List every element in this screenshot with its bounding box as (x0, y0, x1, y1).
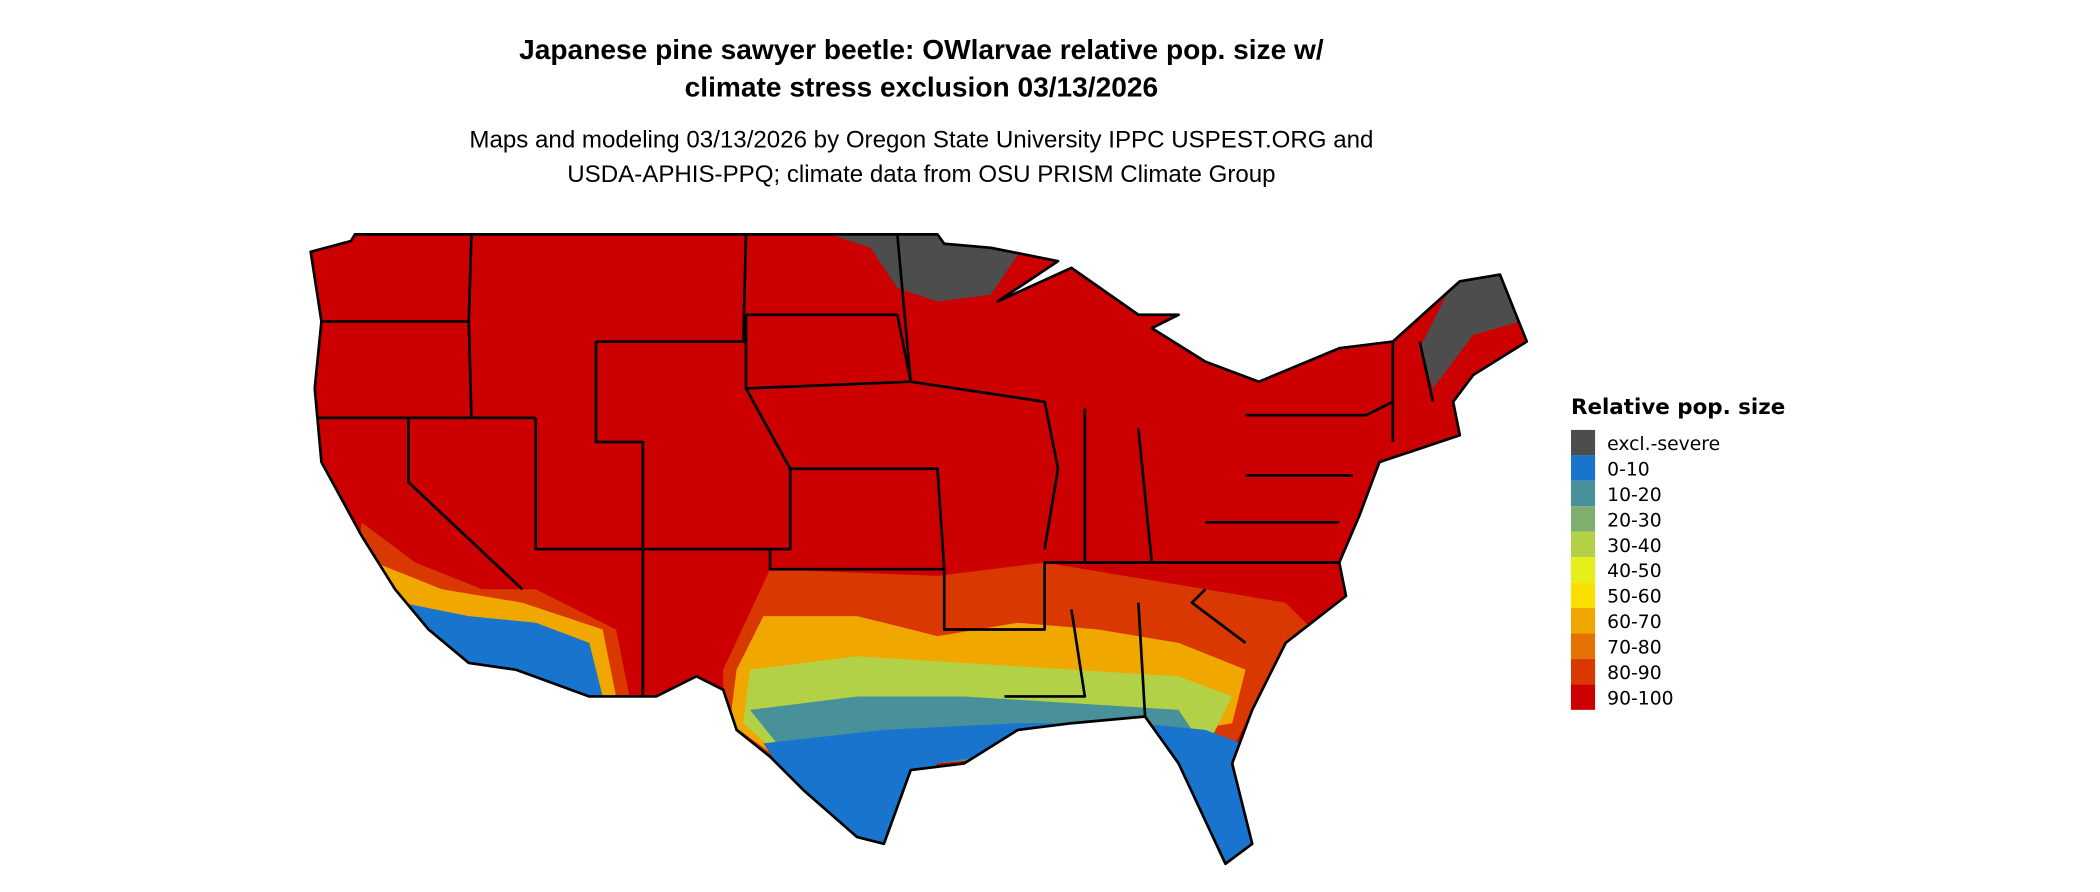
map-title-line2: climate stress exclusion 03/13/2026 (685, 71, 1158, 102)
map-subtitle-line1: Maps and modeling 03/13/2026 by Oregon S… (469, 126, 1373, 153)
legend-label: 90-100 (1607, 688, 1673, 709)
legend-title: Relative pop. size (1571, 395, 1785, 420)
map-title-line1: Japanese pine sawyer beetle: OWlarvae re… (519, 34, 1324, 65)
legend-swatch (1570, 506, 1596, 532)
legend-swatch (1570, 531, 1596, 558)
legend-label: 50-60 (1607, 587, 1661, 608)
legend-swatch (1570, 455, 1596, 481)
legend-swatch (1570, 658, 1596, 685)
legend-label: 10-20 (1607, 485, 1661, 506)
legend-swatch (1570, 557, 1596, 583)
legend-label: 60-70 (1607, 612, 1661, 633)
map-subtitle-line2: USDA-APHIS-PPQ; climate data from OSU PR… (567, 161, 1275, 188)
legend-swatch (1570, 429, 1596, 456)
region-0-10-gulf (763, 723, 1259, 864)
legend: excl.-severe 0-10 10-20 20-30 30-40 40-50 50-6… (1570, 429, 1720, 710)
legend-swatch (1570, 480, 1596, 507)
legend-label: 40-50 (1607, 561, 1661, 582)
legend-label: 20-30 (1607, 510, 1661, 531)
legend-swatch (1570, 608, 1596, 634)
legend-swatch (1570, 684, 1596, 710)
state-borders (309, 233, 1529, 866)
legend-swatch (1570, 633, 1596, 659)
legend-label: 0-10 (1607, 459, 1650, 480)
legend-label: 70-80 (1607, 638, 1661, 659)
legend-label: 80-90 (1607, 663, 1661, 684)
legend-label: excl.-severe (1607, 434, 1720, 455)
legend-label: 30-40 (1607, 536, 1661, 557)
legend-swatch (1570, 582, 1596, 609)
